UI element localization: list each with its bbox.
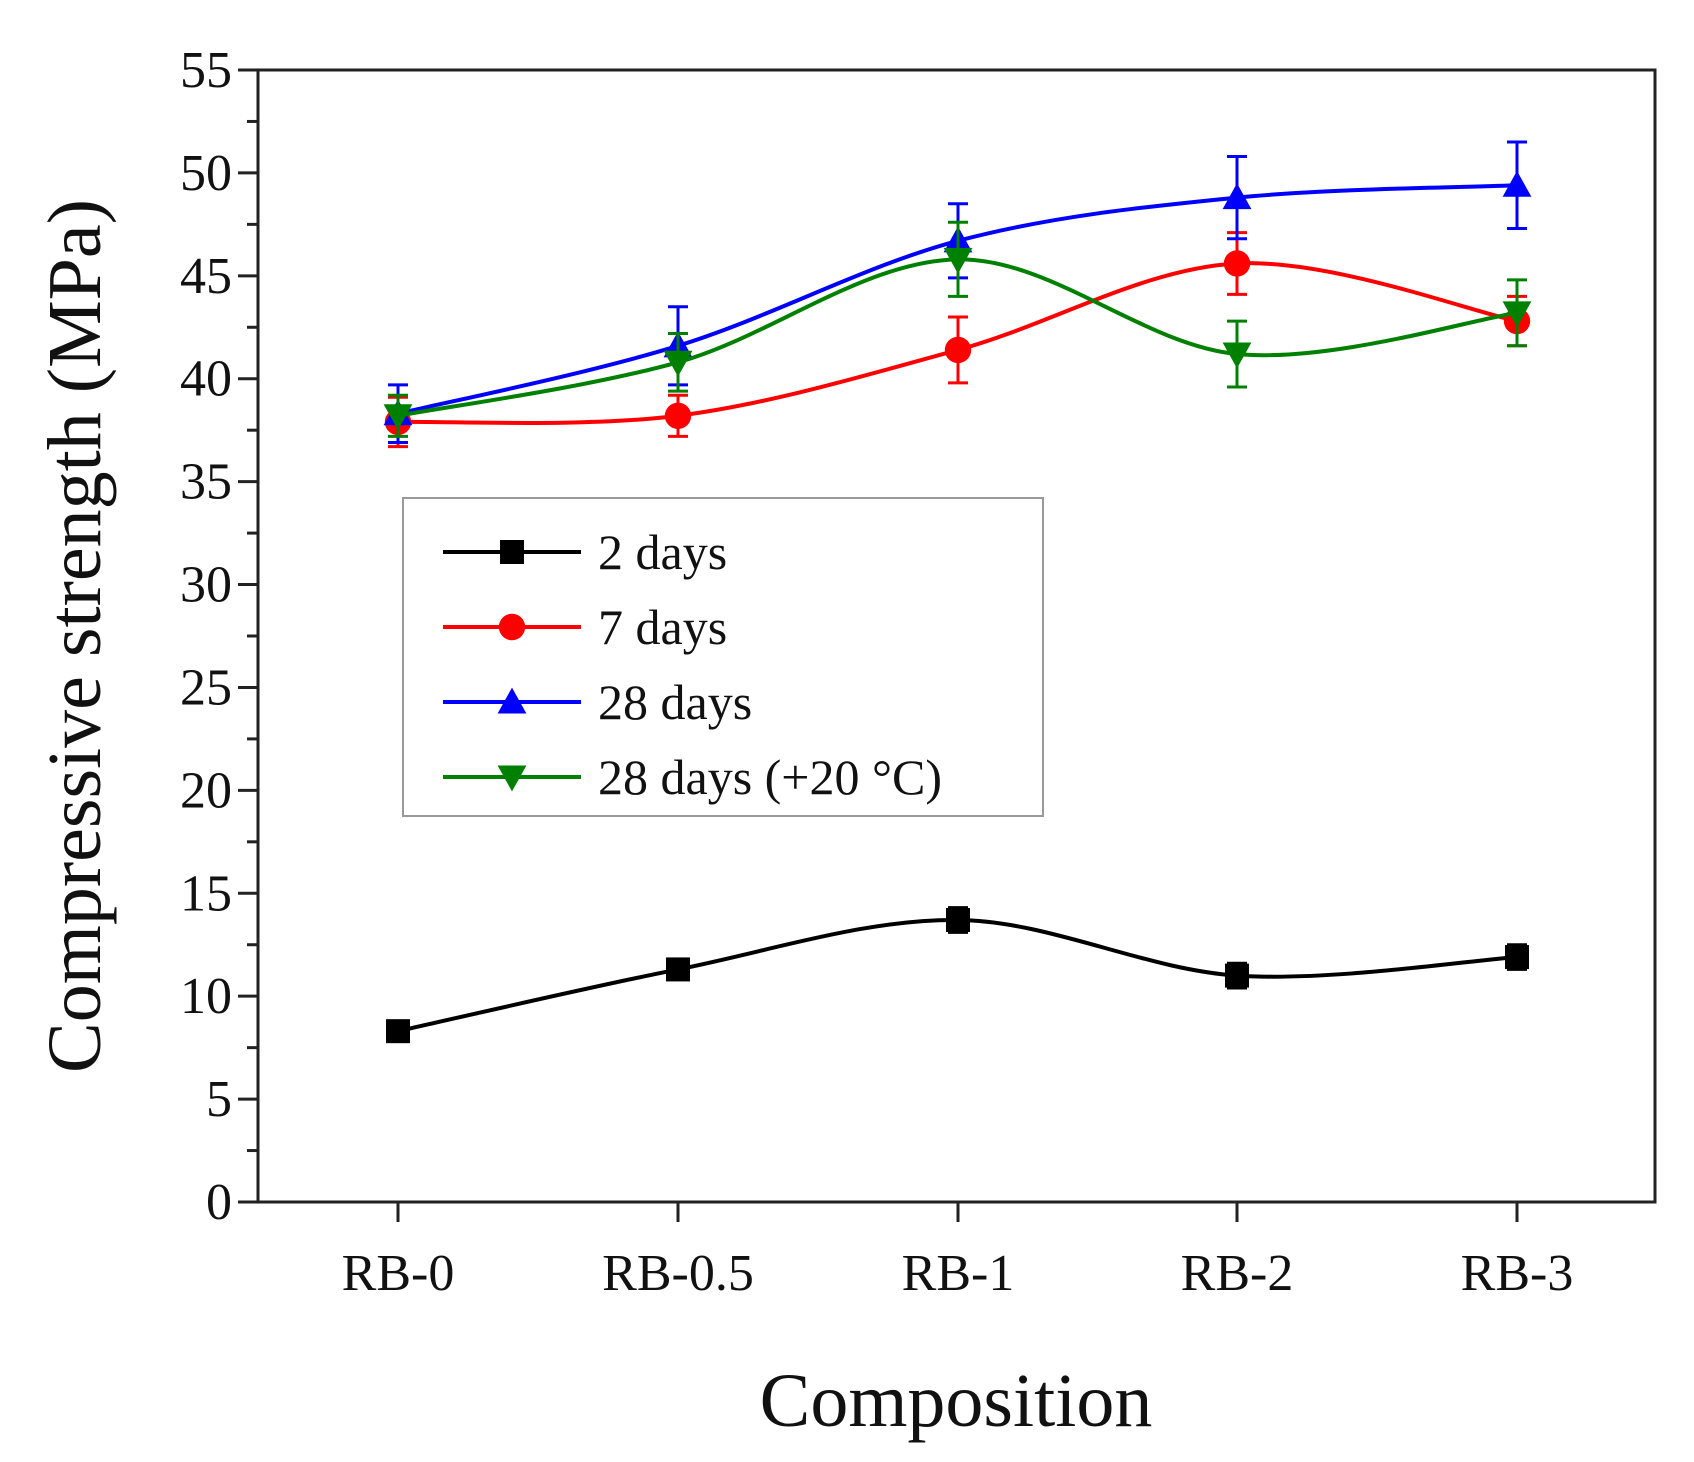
x-tick-label: RB-0.5 — [602, 1245, 754, 1302]
y-tick-label: 30 — [180, 557, 232, 614]
data-point — [946, 908, 970, 933]
data-point — [1505, 945, 1529, 970]
legend-label: 28 days (+20 °C) — [598, 749, 942, 805]
y-tick-label: 5 — [206, 1071, 232, 1128]
data-point — [1222, 342, 1252, 369]
data-point — [498, 613, 526, 641]
y-tick-label: 55 — [180, 42, 232, 99]
data-point — [944, 336, 972, 364]
data-point — [383, 404, 413, 431]
y-tick-label: 15 — [180, 865, 232, 922]
x-tick-label: RB-0 — [342, 1245, 455, 1302]
y-tick-label: 45 — [180, 248, 232, 305]
y-tick-label: 40 — [180, 351, 232, 408]
x-tick-label: RB-3 — [1461, 1245, 1574, 1302]
legend-label: 7 days — [598, 599, 727, 655]
data-point — [1502, 301, 1532, 328]
data-point — [497, 687, 527, 714]
data-point — [386, 1019, 410, 1044]
x-tick-label: RB-1 — [902, 1245, 1015, 1302]
legend-label: 28 days — [598, 674, 752, 730]
data-point — [943, 247, 973, 274]
data-point — [500, 540, 524, 564]
legend: 2 days 7 days 28 days 28 days (+20 °C) — [402, 497, 1044, 817]
series-line — [397, 918, 1518, 1034]
series-2-days — [386, 906, 1529, 1044]
data-point — [1502, 170, 1532, 197]
y-tick-label: 0 — [206, 1174, 232, 1231]
x-axis-title: Composition — [760, 1359, 1153, 1443]
legend-label: 2 days — [598, 524, 727, 580]
y-tick-label: 50 — [180, 145, 232, 202]
data-point — [664, 402, 692, 429]
data-point — [1223, 250, 1251, 277]
y-tick-label: 25 — [180, 659, 232, 716]
data-point — [663, 350, 693, 377]
y-axis-title: Compressive strength (MPa) — [33, 199, 117, 1073]
plot-frame — [256, 68, 1657, 1204]
y-tick-label: 35 — [180, 454, 232, 511]
data-point — [1222, 183, 1252, 210]
data-point — [1225, 963, 1249, 988]
series-28-days-20-c- — [383, 220, 1532, 438]
data-point — [666, 957, 690, 982]
y-tick-label: 20 — [180, 762, 232, 819]
y-tick-label: 10 — [180, 968, 232, 1025]
x-tick-label: RB-2 — [1181, 1245, 1294, 1302]
data-point — [497, 765, 527, 792]
